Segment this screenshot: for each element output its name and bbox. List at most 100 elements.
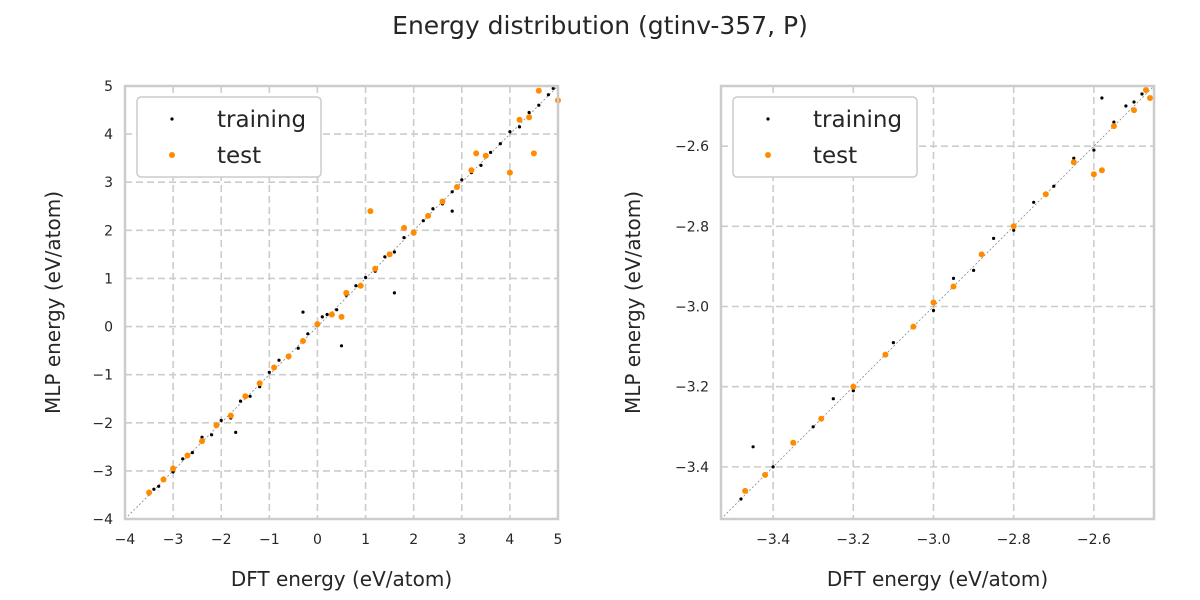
panel-1-legend-marker-training bbox=[766, 117, 770, 121]
panel-0-test-point bbox=[146, 489, 153, 496]
panel-0-training-point bbox=[431, 207, 435, 211]
panel-0-training-point bbox=[537, 103, 541, 107]
panel-1-test-point bbox=[818, 415, 825, 422]
panel-0-xtick-label: −3 bbox=[163, 532, 184, 548]
panel-0-training-point bbox=[354, 284, 358, 288]
panel-1-test-point bbox=[1143, 87, 1149, 93]
panel-1-test-point bbox=[1110, 123, 1117, 130]
panel-0-test-point bbox=[213, 422, 220, 429]
panel-0-training-point bbox=[181, 457, 185, 461]
panel-0-test-point bbox=[227, 412, 234, 419]
panel-0-training-point bbox=[296, 346, 300, 350]
panel-1-training-point bbox=[1140, 92, 1144, 96]
panel-1-test-point bbox=[850, 383, 857, 390]
panel-0-ytick-label: −2 bbox=[92, 416, 113, 432]
panel-0-xlabel: DFT energy (eV/atom) bbox=[231, 567, 452, 591]
panel-0-ytick-label: 0 bbox=[104, 320, 113, 336]
panel-0-training-point bbox=[320, 315, 324, 319]
left-panel: −4 −3 −2 −1 0 1 2 3 4 5 −4 −3 −2 −1 0 1 2 3 4 5 DFT energy (… bbox=[41, 79, 562, 591]
panel-1-legend-label-training: training bbox=[813, 107, 902, 133]
panel-0-ytick-label: −1 bbox=[92, 368, 113, 384]
panel-0-xtick-label: 3 bbox=[457, 532, 466, 548]
panel-1-test-point bbox=[742, 487, 749, 494]
panel-0-training-point bbox=[364, 275, 368, 280]
panel-0-training-point bbox=[517, 125, 522, 129]
panel-0-training-point bbox=[402, 236, 406, 240]
panel-0-training-point bbox=[383, 255, 387, 259]
panel-0-training-point bbox=[489, 150, 493, 154]
panel-0-legend-label-test: test bbox=[217, 143, 261, 169]
panel-1-test-point bbox=[1098, 167, 1105, 174]
panel-0-test-point bbox=[170, 465, 177, 472]
panel-1-test-point bbox=[1070, 159, 1077, 166]
panel-0-training-point bbox=[152, 487, 156, 491]
panel-0-test-point bbox=[401, 224, 407, 231]
panel-1-test-point bbox=[1090, 171, 1097, 178]
panel-0-test-point bbox=[300, 338, 306, 344]
panel-0-training-point bbox=[200, 435, 204, 439]
panel-0-training-point bbox=[498, 142, 502, 146]
panel-0-training-point bbox=[392, 250, 396, 254]
panel-0-training-point bbox=[210, 433, 214, 437]
panel-1-training-point bbox=[771, 465, 775, 469]
panel-1-test-point bbox=[1010, 223, 1017, 230]
panel-0-test-point bbox=[338, 313, 345, 320]
panel-0-test-point bbox=[386, 251, 393, 258]
panel-1-training-point bbox=[931, 308, 936, 313]
panel-0-ytick-label: 2 bbox=[104, 223, 113, 239]
panel-0-training-point bbox=[301, 310, 305, 314]
panel-1-test-point bbox=[930, 299, 937, 306]
panel-0-test-point bbox=[184, 452, 191, 459]
panel-1-training-point bbox=[739, 497, 743, 501]
panel-0-test-point bbox=[410, 229, 417, 236]
panel-1-training-point bbox=[951, 276, 956, 280]
panel-1-legend-label-test: test bbox=[813, 143, 857, 169]
panel-1-training-point bbox=[1100, 96, 1104, 100]
panel-1-ytick-label: −2.6 bbox=[675, 139, 709, 155]
panel-0-test-point bbox=[473, 150, 480, 157]
panel-0-training-point bbox=[508, 130, 512, 134]
panel-0-legend-marker-test bbox=[169, 152, 175, 158]
panel-1-training-point bbox=[811, 425, 815, 429]
panel-1-training-point bbox=[1092, 148, 1096, 152]
panel-1-axes-frame bbox=[719, 84, 1156, 521]
panel-1-ytick-label: −3.4 bbox=[675, 460, 709, 476]
panel-1-training-point bbox=[972, 268, 976, 272]
panel-1-test-point bbox=[1147, 95, 1153, 101]
panel-1-legend-marker-test bbox=[765, 152, 771, 158]
panel-0-xtick-label: 5 bbox=[554, 532, 563, 548]
panel-1-training-point bbox=[891, 341, 896, 345]
panel-0-training-point bbox=[325, 312, 329, 317]
panel-0-legend-box bbox=[136, 96, 322, 178]
panel-0-training-point bbox=[248, 394, 252, 398]
panel-0-test-point bbox=[454, 184, 460, 190]
panel-1-training-point bbox=[751, 445, 755, 449]
panel-0-training-point bbox=[157, 484, 161, 488]
panel-1-test-point bbox=[1131, 107, 1137, 114]
panel-0-training-point bbox=[306, 332, 310, 336]
panel-0-test-point bbox=[160, 476, 167, 483]
panel-1-xtick-label: −3.2 bbox=[836, 532, 870, 548]
panel-0-training-point bbox=[392, 291, 396, 295]
panel-1-training-point bbox=[1072, 156, 1076, 160]
figure-title: Energy distribution (gtinv-357, P) bbox=[392, 11, 808, 40]
panel-0-training-point bbox=[479, 163, 483, 167]
panel-0-axes-frame bbox=[123, 84, 560, 521]
panel-0-test-point bbox=[199, 438, 205, 445]
panel-0-test-point bbox=[357, 282, 364, 289]
panel-0-ytick-label: 5 bbox=[104, 79, 113, 95]
panel-1-training-point bbox=[992, 236, 996, 240]
panel-0-ytick-label: 1 bbox=[104, 271, 113, 287]
panel-0-test-point bbox=[285, 353, 292, 360]
panel-1-test-point bbox=[978, 251, 985, 258]
panel-1-legend: training test bbox=[732, 96, 918, 178]
panel-1-ylabel: MLP energy (eV/atom) bbox=[621, 191, 645, 414]
panel-1-test-point bbox=[1042, 191, 1049, 198]
panel-0-training-point bbox=[234, 430, 238, 434]
panel-1-ytick-label: −3.0 bbox=[675, 300, 709, 316]
panel-0-training-point bbox=[551, 86, 555, 90]
panel-0-test-point bbox=[367, 208, 374, 215]
panel-0-test-point bbox=[271, 364, 278, 371]
panel-0-test-point bbox=[425, 212, 432, 219]
